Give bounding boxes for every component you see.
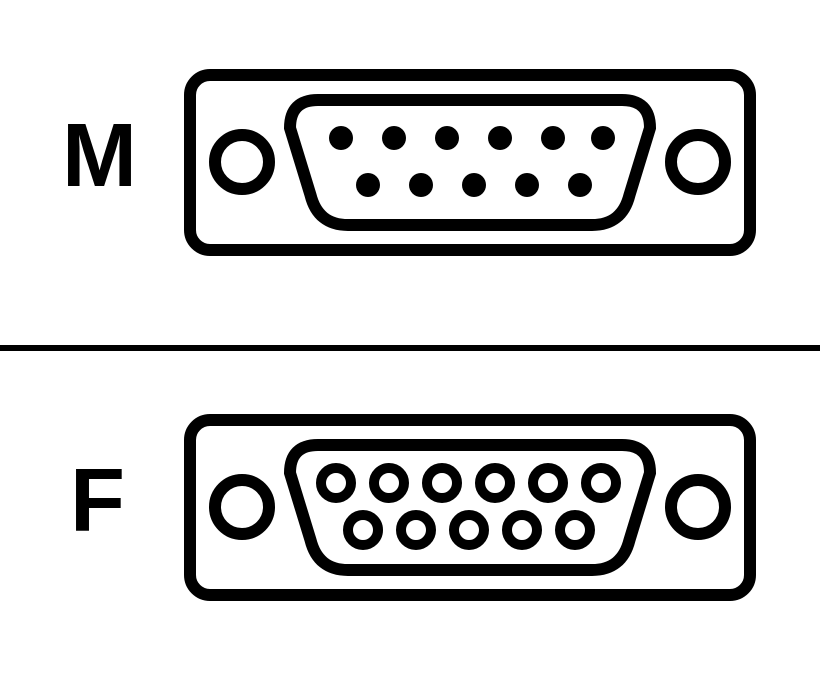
pin-female-bottom_row-1 [401, 515, 431, 545]
pin-male-bottom_row-2 [462, 173, 486, 197]
pin-female-bottom_row-2 [454, 515, 484, 545]
pin-male-top_row-3 [488, 126, 512, 150]
pin-female-top_row-5 [586, 468, 616, 498]
pin-male-top_row-0 [329, 126, 353, 150]
pin-male-top_row-1 [382, 126, 406, 150]
connector-dshell-male [290, 100, 650, 225]
pin-female-bottom_row-3 [507, 515, 537, 545]
screw-hole-male-left [215, 135, 269, 189]
pin-female-bottom_row-0 [348, 515, 378, 545]
pin-male-bottom_row-4 [568, 173, 592, 197]
pin-female-top_row-4 [533, 468, 563, 498]
pin-male-bottom_row-1 [409, 173, 433, 197]
pin-male-top_row-4 [541, 126, 565, 150]
pin-female-top_row-3 [480, 468, 510, 498]
pin-male-top_row-5 [591, 126, 615, 150]
screw-hole-female-left [215, 480, 269, 534]
pin-female-top_row-1 [374, 468, 404, 498]
connector-male [190, 75, 750, 250]
screw-hole-male-right [671, 135, 725, 189]
pin-male-bottom_row-3 [515, 173, 539, 197]
pin-female-bottom_row-4 [560, 515, 590, 545]
pin-male-bottom_row-0 [356, 173, 380, 197]
connector-female [190, 420, 750, 595]
pin-male-top_row-2 [435, 126, 459, 150]
pin-female-top_row-2 [427, 468, 457, 498]
pin-female-top_row-0 [321, 468, 351, 498]
connector-diagram [0, 0, 820, 689]
screw-hole-female-right [671, 480, 725, 534]
